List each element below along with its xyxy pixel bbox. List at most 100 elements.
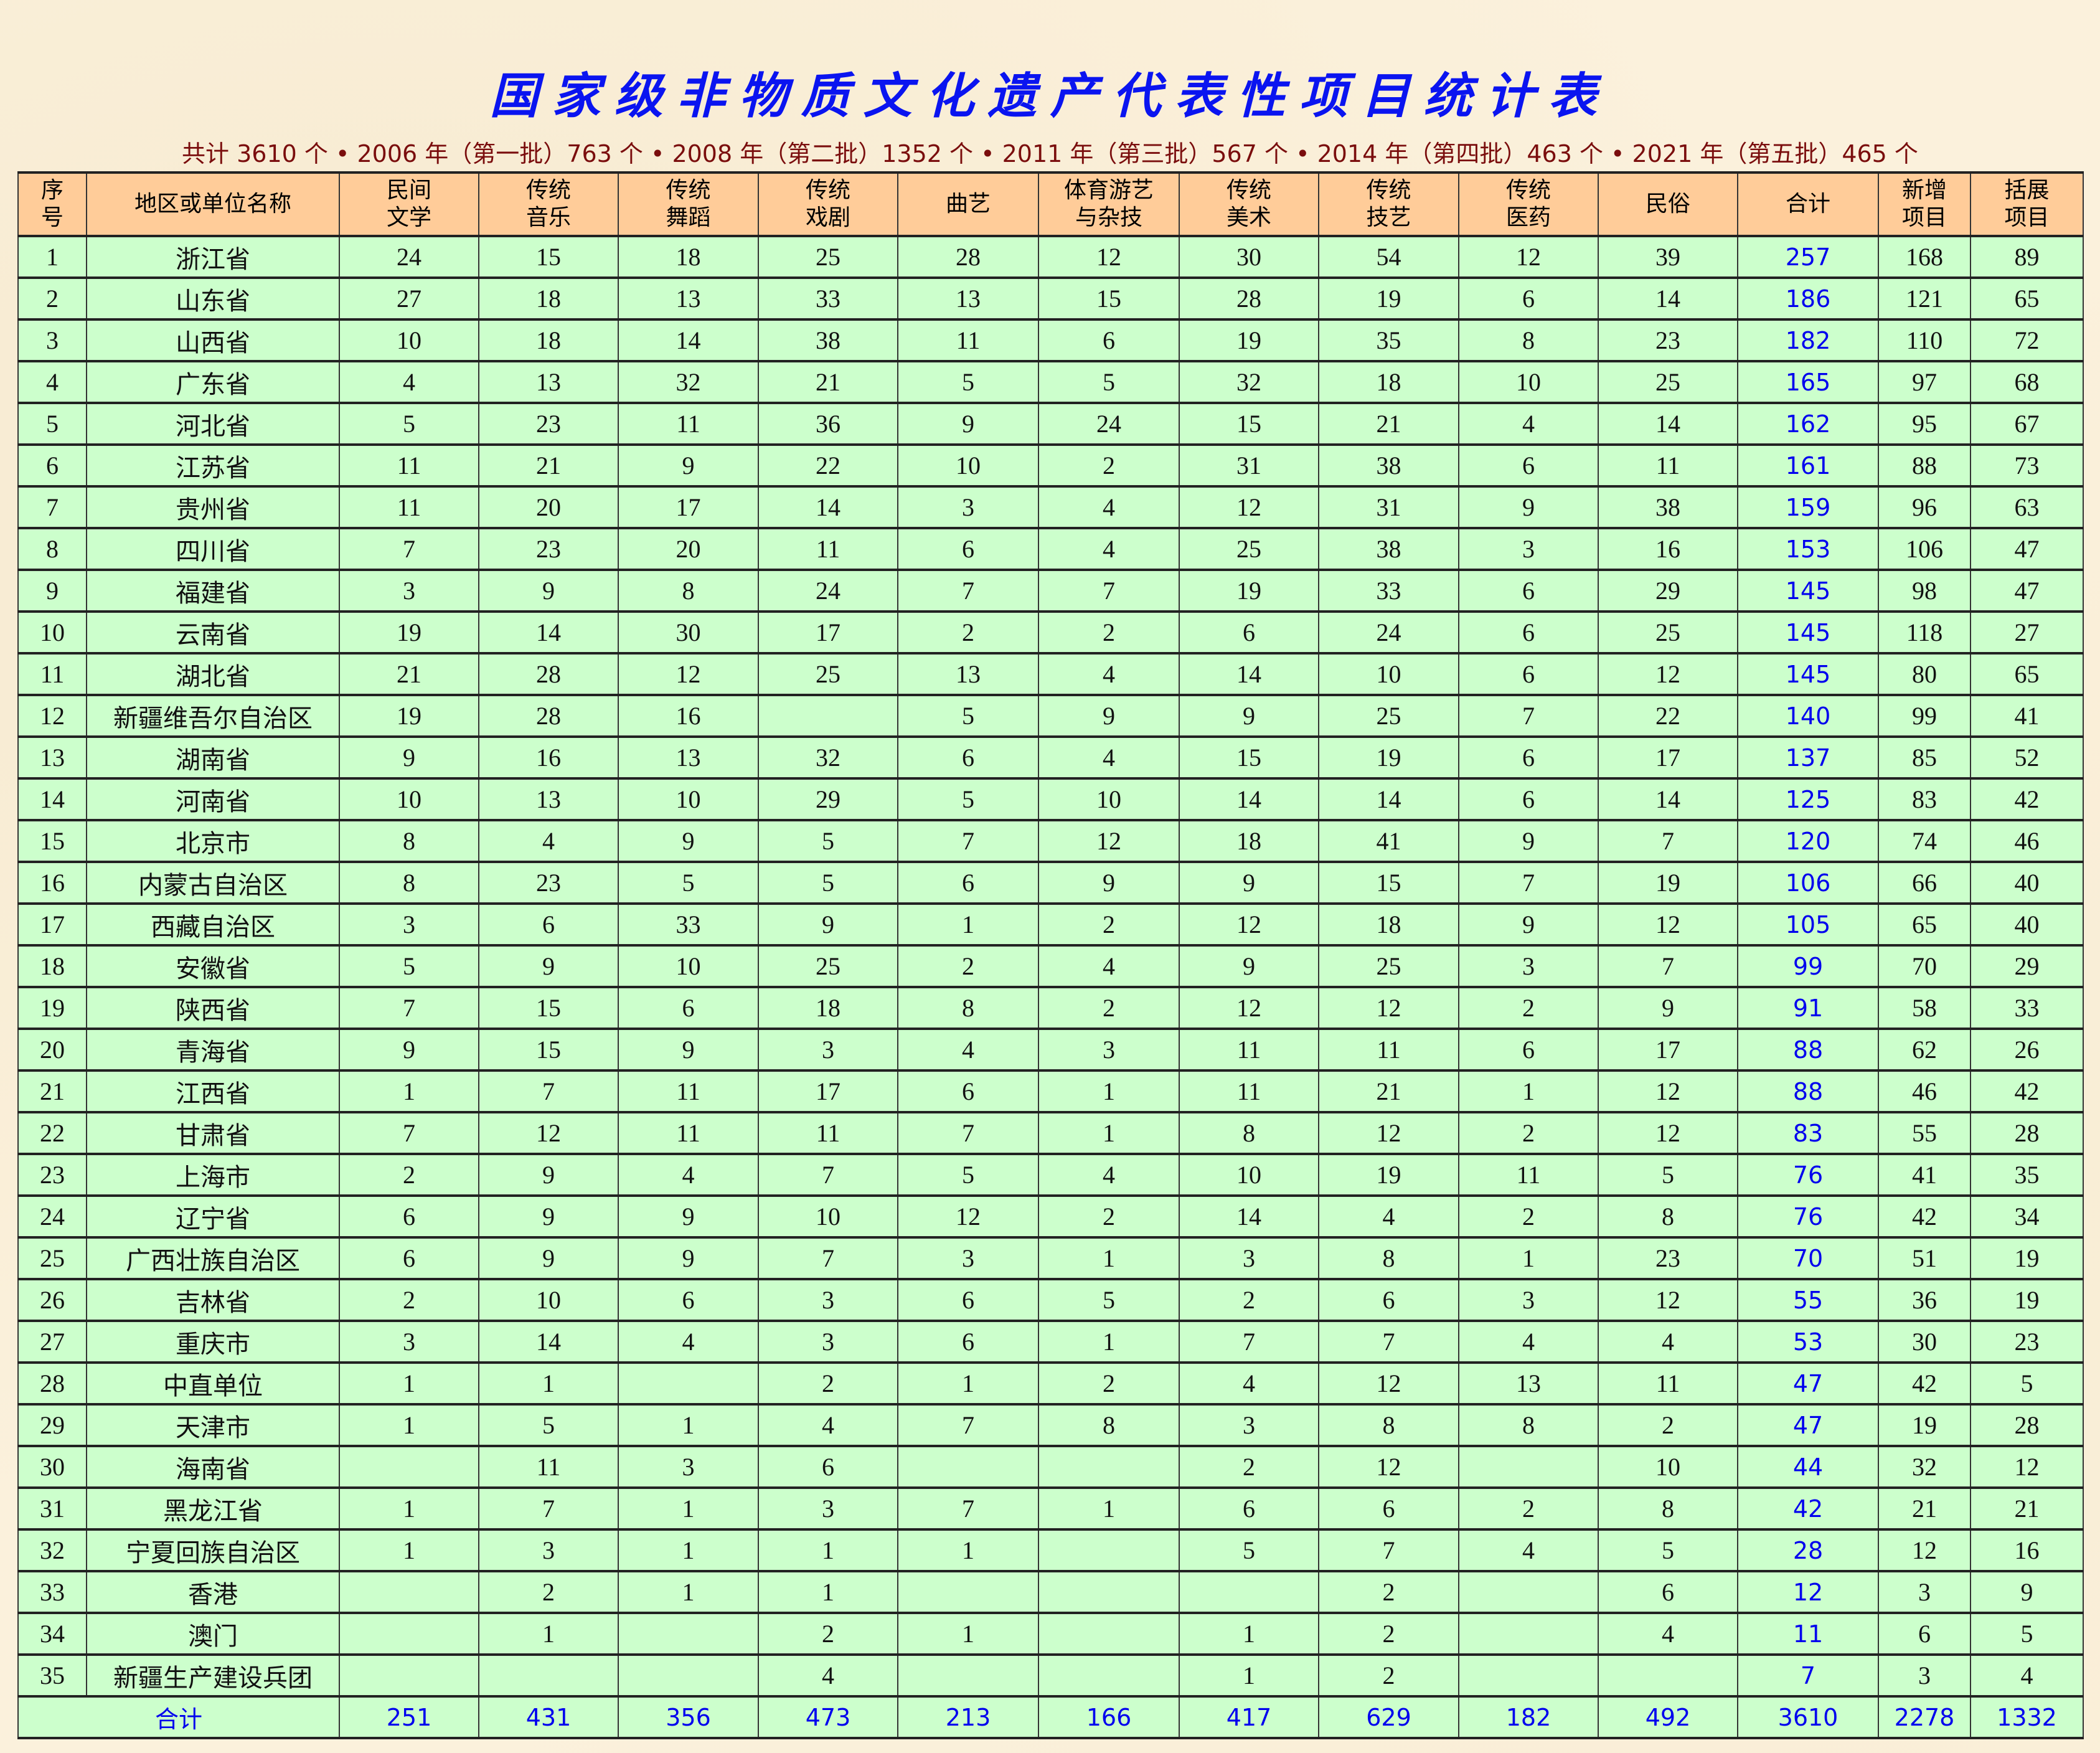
cell-value: 8 bbox=[1458, 1404, 1599, 1447]
cell-value: 24 bbox=[339, 236, 479, 279]
cell-value: 19 bbox=[1970, 1279, 2084, 1322]
row-number: 33 bbox=[17, 1571, 87, 1614]
cell-value: 38 bbox=[758, 319, 898, 362]
cell-value: 3 bbox=[897, 486, 1039, 529]
cell-value: 13 bbox=[897, 278, 1039, 321]
cell-value: 21 bbox=[478, 445, 619, 488]
cell-value: 2 bbox=[1598, 1404, 1738, 1447]
cell-value: 65 bbox=[1878, 904, 1971, 947]
region-name: 福建省 bbox=[86, 570, 340, 613]
cell-value: 11 bbox=[618, 1112, 759, 1155]
cell-value: 1 bbox=[1179, 1655, 1319, 1698]
row-number: 3 bbox=[17, 319, 87, 362]
row-total: 145 bbox=[1737, 570, 1879, 613]
page-subtitle: 共计 3610 个 • 2006 年（第一批）763 个 • 2008 年（第二… bbox=[182, 140, 1918, 168]
row-total: 165 bbox=[1737, 361, 1879, 404]
cell-value: 1 bbox=[339, 1404, 479, 1447]
header-row: 序 号地区或单位名称 民间 文学 传统 音乐 传统 舞蹈 传统 戏剧 曲艺 体育游艺 与杂技… bbox=[17, 171, 2084, 237]
cell-value: 2 bbox=[339, 1154, 479, 1197]
cell-value: 2 bbox=[1179, 1446, 1319, 1489]
cell-value: 18 bbox=[478, 278, 619, 321]
cell-value: 19 bbox=[1318, 1154, 1459, 1197]
region-name: 湖北省 bbox=[86, 653, 340, 696]
cell-value: 7 bbox=[1458, 695, 1599, 738]
cell-value: 8 bbox=[1458, 319, 1599, 362]
cell-value: 11 bbox=[1179, 1029, 1319, 1072]
cell-value: 10 bbox=[1179, 1154, 1319, 1197]
cell-value bbox=[339, 1446, 479, 1489]
cell-value: 6 bbox=[1458, 612, 1599, 654]
cell-value: 18 bbox=[618, 236, 759, 279]
cell-value: 4 bbox=[339, 361, 479, 404]
cell-value: 33 bbox=[1970, 987, 2084, 1030]
cell-value: 6 bbox=[1318, 1279, 1459, 1322]
row-number: 4 bbox=[17, 361, 87, 404]
cell-value: 1 bbox=[1038, 1070, 1180, 1113]
cell-value: 11 bbox=[1598, 445, 1738, 488]
cell-value: 10 bbox=[1598, 1446, 1738, 1489]
cell-value: 22 bbox=[1598, 695, 1738, 738]
column-total: 431 bbox=[478, 1696, 619, 1739]
row-total: 162 bbox=[1737, 403, 1879, 446]
cell-value: 1 bbox=[758, 1529, 898, 1572]
cell-value: 1 bbox=[339, 1070, 479, 1113]
table-row: 30 海南省 11 3 6 2 12 10 44 32 12 bbox=[17, 1446, 2084, 1489]
cell-value: 2 bbox=[1318, 1613, 1459, 1656]
cell-value: 4 bbox=[1038, 1154, 1180, 1197]
row-total: 145 bbox=[1737, 653, 1879, 696]
cell-value bbox=[1458, 1446, 1599, 1489]
cell-value: 1 bbox=[897, 904, 1039, 947]
row-number: 1 bbox=[17, 236, 87, 279]
cell-value: 1 bbox=[1458, 1070, 1599, 1113]
cell-value: 40 bbox=[1970, 904, 2084, 947]
row-number: 9 bbox=[17, 570, 87, 613]
cell-value: 32 bbox=[1179, 361, 1319, 404]
cell-value: 2 bbox=[1038, 1363, 1180, 1406]
cell-value: 52 bbox=[1970, 737, 2084, 780]
cell-value: 10 bbox=[478, 1279, 619, 1322]
cell-value: 33 bbox=[618, 904, 759, 947]
region-name: 云南省 bbox=[86, 612, 340, 654]
cell-value: 7 bbox=[758, 1154, 898, 1197]
cell-value: 9 bbox=[618, 445, 759, 488]
cell-value: 9 bbox=[1179, 862, 1319, 905]
cell-value: 2 bbox=[758, 1363, 898, 1406]
column-total: 1332 bbox=[1970, 1696, 2084, 1739]
cell-value: 58 bbox=[1878, 987, 1971, 1030]
cell-value: 6 bbox=[618, 987, 759, 1030]
column-header: 传统 戏剧 bbox=[758, 171, 898, 237]
column-total: 629 bbox=[1318, 1696, 1459, 1739]
column-header: 括展 项目 bbox=[1970, 171, 2084, 237]
cell-value: 2 bbox=[1038, 445, 1180, 488]
cell-value: 10 bbox=[1318, 653, 1459, 696]
table-row: 26 吉林省 2 10 6 3 6 5 2 6 3 12 55 36 19 bbox=[17, 1279, 2084, 1322]
cell-value: 18 bbox=[758, 987, 898, 1030]
table-row: 21 江西省 1 7 11 17 6 1 11 21 1 12 88 46 42 bbox=[17, 1070, 2084, 1113]
table-row: 17 西藏自治区 3 6 33 9 1 2 12 18 9 12 105 65 40 bbox=[17, 904, 2084, 947]
region-name: 西藏自治区 bbox=[86, 904, 340, 947]
cell-value: 4 bbox=[1038, 737, 1180, 780]
cell-value: 6 bbox=[1458, 570, 1599, 613]
cell-value: 12 bbox=[1598, 653, 1738, 696]
cell-value: 9 bbox=[618, 1029, 759, 1072]
region-name: 青海省 bbox=[86, 1029, 340, 1072]
cell-value: 83 bbox=[1878, 778, 1971, 821]
cell-value: 21 bbox=[1318, 403, 1459, 446]
cell-value: 41 bbox=[1970, 695, 2084, 738]
cell-value: 2 bbox=[1458, 987, 1599, 1030]
row-number: 16 bbox=[17, 862, 87, 905]
cell-value: 32 bbox=[758, 737, 898, 780]
cell-value: 4 bbox=[897, 1029, 1039, 1072]
cell-value: 13 bbox=[478, 361, 619, 404]
cell-value: 4 bbox=[1598, 1613, 1738, 1656]
cell-value: 110 bbox=[1878, 319, 1971, 362]
row-total: 70 bbox=[1737, 1237, 1879, 1280]
column-total: 166 bbox=[1038, 1696, 1180, 1739]
cell-value bbox=[1179, 1571, 1319, 1614]
row-number: 10 bbox=[17, 612, 87, 654]
table-row: 6 江苏省 11 21 9 22 10 2 31 38 6 11 161 88 73 bbox=[17, 445, 2084, 488]
cell-value: 5 bbox=[758, 820, 898, 863]
cell-value: 9 bbox=[478, 945, 619, 988]
row-total: 182 bbox=[1737, 319, 1879, 362]
cell-value: 5 bbox=[1038, 361, 1180, 404]
